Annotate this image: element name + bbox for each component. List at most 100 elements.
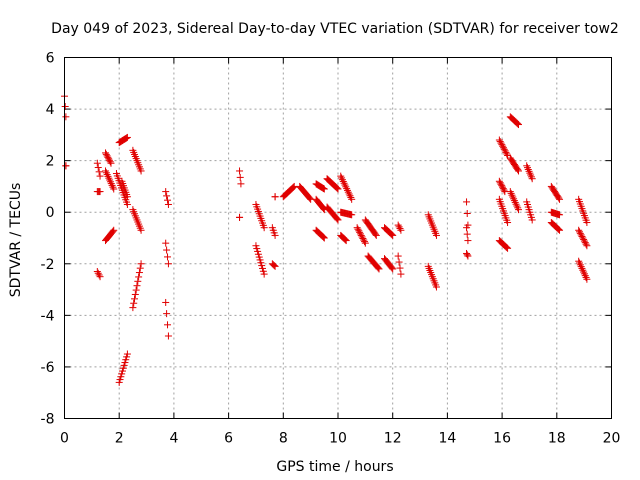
data-point bbox=[319, 232, 327, 240]
data-point bbox=[341, 181, 349, 189]
data-point bbox=[583, 219, 591, 227]
data-point bbox=[511, 198, 519, 206]
data-point bbox=[94, 269, 102, 277]
data-point bbox=[162, 298, 170, 306]
data-point bbox=[130, 299, 138, 307]
data-point bbox=[62, 162, 70, 170]
data-point bbox=[501, 147, 509, 155]
data-point bbox=[515, 206, 523, 214]
data-point bbox=[583, 242, 591, 250]
data-point bbox=[556, 195, 564, 203]
data-point bbox=[236, 173, 244, 181]
data-point bbox=[162, 188, 170, 196]
data-point bbox=[260, 224, 268, 232]
data-point bbox=[61, 102, 69, 110]
data-point bbox=[135, 269, 143, 277]
data-point bbox=[132, 286, 140, 294]
data-point bbox=[332, 183, 340, 191]
data-point bbox=[106, 158, 114, 166]
data-point bbox=[359, 235, 367, 243]
data-point bbox=[353, 224, 361, 232]
data-point bbox=[395, 258, 403, 266]
data-point bbox=[504, 219, 512, 227]
data-point bbox=[496, 179, 504, 187]
data-point bbox=[355, 227, 363, 235]
data-point bbox=[107, 180, 115, 188]
data-point bbox=[575, 226, 583, 234]
data-point bbox=[164, 321, 172, 329]
data-point bbox=[163, 192, 171, 200]
data-point bbox=[260, 270, 268, 278]
data-point bbox=[577, 231, 585, 239]
data-point bbox=[556, 211, 564, 219]
data-point bbox=[345, 190, 353, 198]
data-point bbox=[360, 236, 368, 244]
data-point bbox=[340, 179, 348, 187]
data-point bbox=[504, 244, 512, 252]
x-tick-label: 0 bbox=[60, 431, 69, 447]
data-point bbox=[580, 268, 588, 276]
data-point bbox=[162, 239, 170, 247]
data-point bbox=[254, 250, 262, 258]
data-point bbox=[397, 270, 405, 278]
x-axis-ticks: 0 2 4 6 8 10 12 14 16 18 20 bbox=[60, 57, 620, 447]
data-point bbox=[129, 304, 137, 312]
data-point bbox=[555, 194, 563, 202]
data-point bbox=[118, 367, 126, 375]
data-point bbox=[123, 350, 131, 358]
data-point bbox=[164, 253, 172, 261]
data-point bbox=[163, 246, 171, 254]
data-point bbox=[463, 224, 471, 232]
data-point bbox=[499, 185, 507, 193]
data-point bbox=[580, 270, 588, 278]
data-point bbox=[583, 275, 591, 283]
data-point bbox=[396, 225, 404, 233]
data-point bbox=[577, 263, 585, 271]
data-point bbox=[96, 273, 104, 281]
data-point bbox=[118, 370, 126, 378]
data-point bbox=[512, 200, 520, 208]
x-axis-title: GPS time / hours bbox=[276, 459, 393, 475]
data-point bbox=[256, 256, 264, 264]
data-point bbox=[343, 185, 351, 193]
data-point bbox=[95, 271, 103, 279]
data-point bbox=[341, 236, 349, 244]
data-point bbox=[515, 167, 523, 175]
y-tick-label: -8 bbox=[41, 412, 55, 428]
data-point bbox=[514, 166, 522, 174]
data-point bbox=[578, 264, 586, 272]
data-point bbox=[137, 260, 145, 268]
data-point bbox=[110, 185, 118, 193]
data-point bbox=[514, 204, 522, 212]
x-tick-label: 16 bbox=[493, 431, 511, 447]
data-point bbox=[306, 194, 314, 202]
data-point bbox=[576, 261, 584, 269]
data-point bbox=[432, 283, 440, 291]
data-point bbox=[579, 266, 587, 274]
data-point bbox=[464, 252, 472, 260]
data-point bbox=[582, 273, 590, 281]
y-axis-title: SDTVAR / TECUs bbox=[8, 183, 24, 298]
data-point bbox=[270, 262, 278, 270]
data-point bbox=[271, 231, 279, 239]
data-point bbox=[93, 268, 101, 276]
data-point bbox=[463, 198, 471, 206]
data-point bbox=[502, 243, 510, 251]
data-point bbox=[582, 240, 590, 248]
y-tick-label: 0 bbox=[46, 205, 55, 221]
data-point bbox=[342, 183, 350, 191]
data-point bbox=[109, 227, 117, 235]
data-point bbox=[137, 167, 145, 175]
data-points bbox=[61, 92, 591, 386]
x-tick-label: 6 bbox=[224, 431, 233, 447]
data-point bbox=[575, 257, 583, 265]
data-point bbox=[580, 237, 588, 245]
data-point bbox=[107, 159, 115, 167]
data-point bbox=[135, 273, 143, 281]
data-point bbox=[576, 229, 584, 237]
y-tick-label: 2 bbox=[46, 154, 55, 170]
data-point bbox=[528, 216, 536, 224]
data-point bbox=[62, 113, 70, 121]
x-tick-label: 2 bbox=[115, 431, 124, 447]
